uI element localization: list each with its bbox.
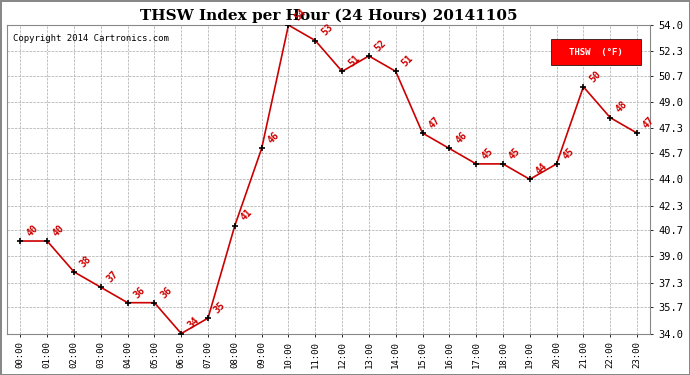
Text: 41: 41 xyxy=(239,207,255,223)
Text: 38: 38 xyxy=(78,254,94,269)
Text: 54: 54 xyxy=(293,7,308,22)
Text: 46: 46 xyxy=(453,130,469,146)
Text: 46: 46 xyxy=(266,130,282,146)
Text: 37: 37 xyxy=(105,269,120,285)
Text: 36: 36 xyxy=(159,285,174,300)
Text: 44: 44 xyxy=(534,161,549,177)
Text: 51: 51 xyxy=(400,53,415,69)
Text: 48: 48 xyxy=(614,99,630,115)
Text: Copyright 2014 Cartronics.com: Copyright 2014 Cartronics.com xyxy=(13,34,169,44)
Text: 35: 35 xyxy=(213,300,228,315)
Text: 50: 50 xyxy=(588,69,603,84)
Text: THSW  (°F): THSW (°F) xyxy=(569,48,622,57)
Text: 45: 45 xyxy=(507,146,522,161)
Text: 47: 47 xyxy=(641,115,657,130)
Text: 52: 52 xyxy=(373,38,388,53)
FancyBboxPatch shape xyxy=(551,39,641,65)
Title: THSW Index per Hour (24 Hours) 20141105: THSW Index per Hour (24 Hours) 20141105 xyxy=(140,8,518,22)
Text: 47: 47 xyxy=(426,115,442,130)
Text: 45: 45 xyxy=(480,146,495,161)
Text: 40: 40 xyxy=(25,223,40,238)
Text: 45: 45 xyxy=(561,146,576,161)
Text: 51: 51 xyxy=(346,53,362,69)
Text: 36: 36 xyxy=(132,285,147,300)
Text: 40: 40 xyxy=(51,223,67,238)
Text: 34: 34 xyxy=(186,315,201,331)
Text: 53: 53 xyxy=(319,22,335,38)
